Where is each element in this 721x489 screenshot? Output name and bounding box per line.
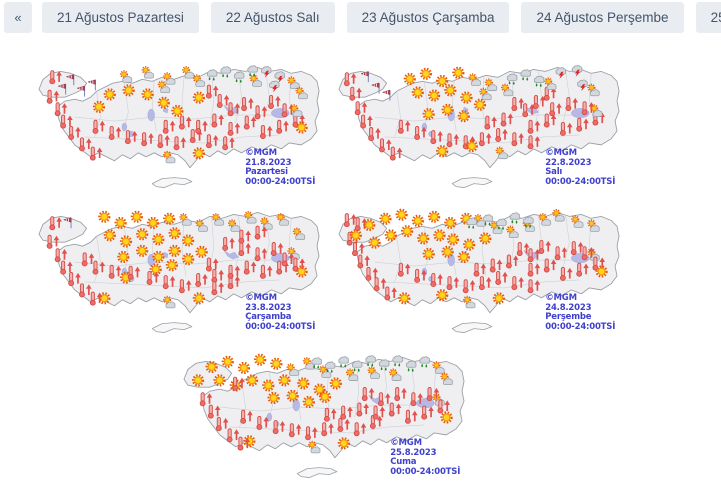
sunny-icon <box>237 361 251 375</box>
sunny-icon <box>130 210 143 223</box>
tab-22-agustos-sali[interactable]: 22 Ağustos Salı <box>210 2 335 33</box>
map-attribution: ©MGM 22.8.2023 Salı 00:00-24:00TSİ <box>545 149 615 187</box>
partly-cloudy-icon <box>119 70 133 84</box>
attribution-source: ©MGM <box>545 148 577 159</box>
attribution-day: Cuma <box>390 457 417 468</box>
attribution-day: Salı <box>545 167 563 178</box>
attribution-timerange: 00:00-24:00TSİ <box>545 176 616 187</box>
partly-cloudy-icon <box>182 66 195 79</box>
attribution-source: ©MGM <box>390 438 422 449</box>
forecast-map-tuesday: ©MGM 22.8.2023 Salı 00:00-24:00TSİ <box>335 57 623 197</box>
map-attribution: ©MGM 21.8.2023 Pazartesi 00:00-24:00TSİ <box>245 149 315 187</box>
attribution-date: 22.8.2023 <box>545 157 592 168</box>
sunny-icon <box>221 355 234 368</box>
sunny-icon <box>403 72 416 86</box>
sunny-icon <box>452 66 465 79</box>
attribution-timerange: 00:00-24:00TSİ <box>245 176 316 187</box>
day-tabbar: « 21 Ağustos Pazartesi 22 Ağustos Salı 2… <box>0 0 721 36</box>
attribution-timerange: 00:00-24:00TSİ <box>545 321 616 332</box>
attribution-source: ©MGM <box>545 293 577 304</box>
tab-24-agustos-persembe[interactable]: 24 Ağustos Perşembe <box>521 2 684 33</box>
forecast-map-friday: ©MGM 25.8.2023 Cuma 00:00-24:00TSİ <box>180 347 468 487</box>
sunny-icon <box>270 357 283 370</box>
sunny-icon <box>395 208 408 221</box>
attribution-source: ©MGM <box>245 148 277 159</box>
map-attribution: ©MGM 25.8.2023 Cuma 00:00-24:00TSİ <box>390 439 460 477</box>
attribution-date: 23.8.2023 <box>245 302 292 313</box>
tab-21-agustos-pazartesi[interactable]: 21 Ağustos Pazartesi <box>42 2 199 33</box>
map-attribution: ©MGM 24.8.2023 Perşembe 00:00-24:00TSİ <box>545 294 615 332</box>
map-attribution: ©MGM 23.8.2023 Çarşamba 00:00-24:00TSİ <box>245 294 315 332</box>
sunny-icon <box>163 212 176 225</box>
sunny-icon <box>254 353 267 366</box>
sunny-icon <box>428 210 441 223</box>
attribution-timerange: 00:00-24:00TSİ <box>390 466 461 477</box>
forecast-map-wednesday: ©MGM 23.8.2023 Çarşamba 00:00-24:00TSİ <box>35 202 323 342</box>
sunny-icon <box>419 67 433 80</box>
attribution-date: 24.8.2023 <box>545 302 592 313</box>
sunny-icon <box>114 216 127 230</box>
sunny-icon <box>411 214 424 227</box>
sunny-icon <box>98 210 111 223</box>
partly-cloudy-icon <box>141 66 155 79</box>
tab-25-agustos-cuma[interactable]: 25 Ağustos Cuma <box>695 2 721 33</box>
attribution-date: 25.8.2023 <box>390 447 437 458</box>
forecast-map-monday: ©MGM 21.8.2023 Pazartesi 00:00-24:00TSİ <box>35 57 323 197</box>
prev-days-button[interactable]: « <box>4 2 32 33</box>
tab-23-agustos-carsamba[interactable]: 23 Ağustos Çarşamba <box>346 2 510 33</box>
sunny-icon <box>379 212 392 225</box>
attribution-day: Perşembe <box>545 312 592 323</box>
attribution-day: Pazartesi <box>245 167 288 178</box>
partly-cloudy-icon <box>179 213 193 227</box>
attribution-date: 21.8.2023 <box>245 157 292 168</box>
attribution-source: ©MGM <box>245 293 277 304</box>
windsock-icon <box>87 79 96 91</box>
sunny-icon <box>384 229 397 242</box>
attribution-day: Çarşamba <box>245 312 292 323</box>
forecast-map-thursday: ©MGM 24.8.2023 Perşembe 00:00-24:00TSİ <box>335 202 623 342</box>
attribution-timerange: 00:00-24:00TSİ <box>245 321 316 332</box>
